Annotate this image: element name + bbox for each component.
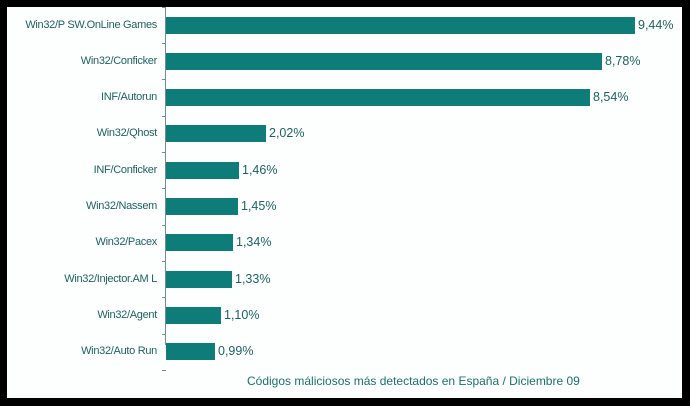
category-label: Win32/Agent xyxy=(97,309,157,321)
bar xyxy=(166,343,215,360)
axis-tick xyxy=(162,225,166,226)
bar xyxy=(166,307,221,324)
value-label: 8,78% xyxy=(605,54,641,68)
category-label: INF/Autorun xyxy=(100,91,157,103)
bar xyxy=(166,162,239,179)
value-label: 1,46% xyxy=(242,163,278,177)
axis-tick xyxy=(162,334,166,335)
chart-panel: Win32/P SW.OnLine Games 9,44% Win32/Confic… xyxy=(7,7,682,398)
axis-tick xyxy=(162,43,166,44)
category-label: Win32/Conficker xyxy=(80,55,158,67)
axis-tick xyxy=(162,7,166,8)
chart-caption: Códigos máliciosos más detectados en Esp… xyxy=(247,374,580,388)
axis-tick xyxy=(162,79,166,80)
category-label: Win32/P SW.OnLine Games xyxy=(25,19,157,31)
axis-tick xyxy=(162,370,166,371)
axis-tick xyxy=(162,297,166,298)
category-label: Win32/Auto Run xyxy=(81,345,157,357)
value-label: 8,54% xyxy=(593,90,629,104)
category-label: Win32/Injector.AM L xyxy=(64,273,157,285)
category-label: INF/Conficker xyxy=(93,164,158,176)
value-label: 9,44% xyxy=(638,18,674,32)
bar xyxy=(166,234,233,251)
category-label: Win32/Pacex xyxy=(95,236,157,248)
axis-tick xyxy=(162,188,166,189)
axis-tick xyxy=(162,152,166,153)
bar xyxy=(166,271,232,288)
y-axis-line xyxy=(165,7,166,345)
axis-tick xyxy=(162,261,166,262)
bar xyxy=(166,125,266,142)
value-label: 1,45% xyxy=(241,199,277,213)
bar xyxy=(166,17,635,34)
value-label: 1,34% xyxy=(236,235,272,249)
axis-tick xyxy=(162,116,166,117)
value-label: 1,33% xyxy=(235,272,271,286)
bar xyxy=(166,53,602,70)
category-label: Win32/Qhost xyxy=(96,127,158,139)
value-label: 0,99% xyxy=(218,344,254,358)
bar xyxy=(166,89,590,106)
bar xyxy=(166,198,238,215)
value-label: 1,10% xyxy=(224,308,260,322)
category-label: Win32/Nassem xyxy=(86,200,157,212)
value-label: 2,02% xyxy=(269,126,305,140)
